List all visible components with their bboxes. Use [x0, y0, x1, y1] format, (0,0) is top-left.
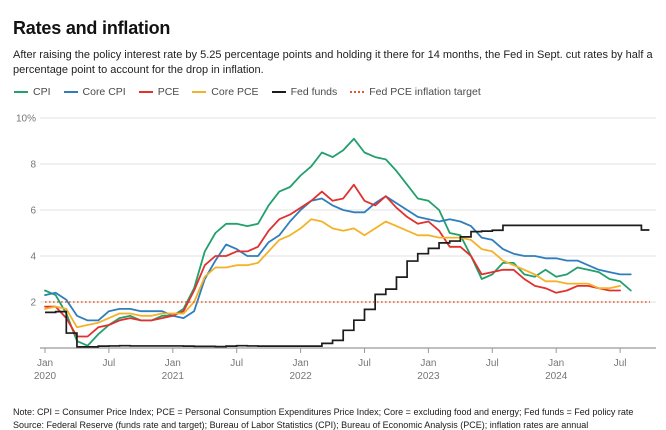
legend-label: Fed funds	[290, 86, 338, 98]
legend-swatch-icon	[63, 91, 78, 93]
x-axis-label: Jul	[103, 358, 116, 369]
legend-swatch-icon	[138, 91, 153, 93]
legend-swatch-icon	[350, 91, 365, 93]
legend-item-core-pce: Core PCE	[192, 86, 259, 98]
legend-label: PCE	[157, 86, 180, 98]
series-line-core-cpi	[44, 195, 632, 322]
x-axis-label: Jan	[165, 358, 181, 369]
legend-item-cpi: CPI	[14, 86, 51, 98]
x-axis-label: Jul	[230, 358, 243, 369]
legend-swatch-icon	[271, 91, 286, 93]
chart-note: Note: CPI = Consumer Price Index; PCE = …	[13, 407, 634, 417]
legend-item-core-cpi: Core CPI	[63, 86, 126, 98]
chart-source: Source: Federal Reserve (funds rate and …	[13, 420, 589, 430]
legend-swatch-icon	[14, 91, 28, 93]
chart-legend: CPI Core CPI PCE Core PCE Fed funds Fed PCE i…	[14, 86, 481, 98]
series-line-core-pce	[44, 218, 621, 329]
y-axis-label: 10%	[16, 114, 36, 125]
x-axis-year-label: 2020	[34, 371, 57, 382]
x-axis-label: Jul	[486, 358, 499, 369]
x-axis-label: Jul	[614, 358, 627, 369]
x-axis-year-label: 2021	[162, 371, 185, 382]
x-axis-label: Jan	[37, 358, 53, 369]
legend-item-fed-pce-inflation-target: Fed PCE inflation target	[350, 86, 481, 98]
y-axis-label: 6	[30, 206, 36, 217]
x-axis-label: Jan	[420, 358, 436, 369]
x-axis-year-label: 2024	[545, 371, 568, 382]
x-axis-year-label: 2023	[417, 371, 440, 382]
x-axis-label: Jul	[358, 358, 371, 369]
series-line-fed-funds	[45, 224, 650, 348]
chart-subtitle: After raising the policy interest rate b…	[13, 49, 653, 76]
x-axis-label: Jan	[548, 358, 564, 369]
y-axis-label: 4	[30, 252, 36, 263]
legend-label: CPI	[33, 86, 51, 98]
chart-title: Rates and inflation	[13, 18, 171, 39]
legend-label: Core CPI	[82, 86, 126, 98]
y-axis-label: 2	[30, 298, 36, 309]
legend-label: Core PCE	[211, 86, 259, 98]
legend-swatch-icon	[192, 91, 207, 93]
x-axis-year-label: 2022	[289, 371, 312, 382]
x-axis-label: Jan	[293, 358, 309, 369]
series-line-pce	[44, 183, 621, 338]
legend-item-fed-funds: Fed funds	[271, 86, 338, 98]
y-axis-label: 8	[30, 160, 36, 171]
legend-item-pce: PCE	[138, 86, 180, 98]
legend-label: Fed PCE inflation target	[369, 86, 481, 98]
